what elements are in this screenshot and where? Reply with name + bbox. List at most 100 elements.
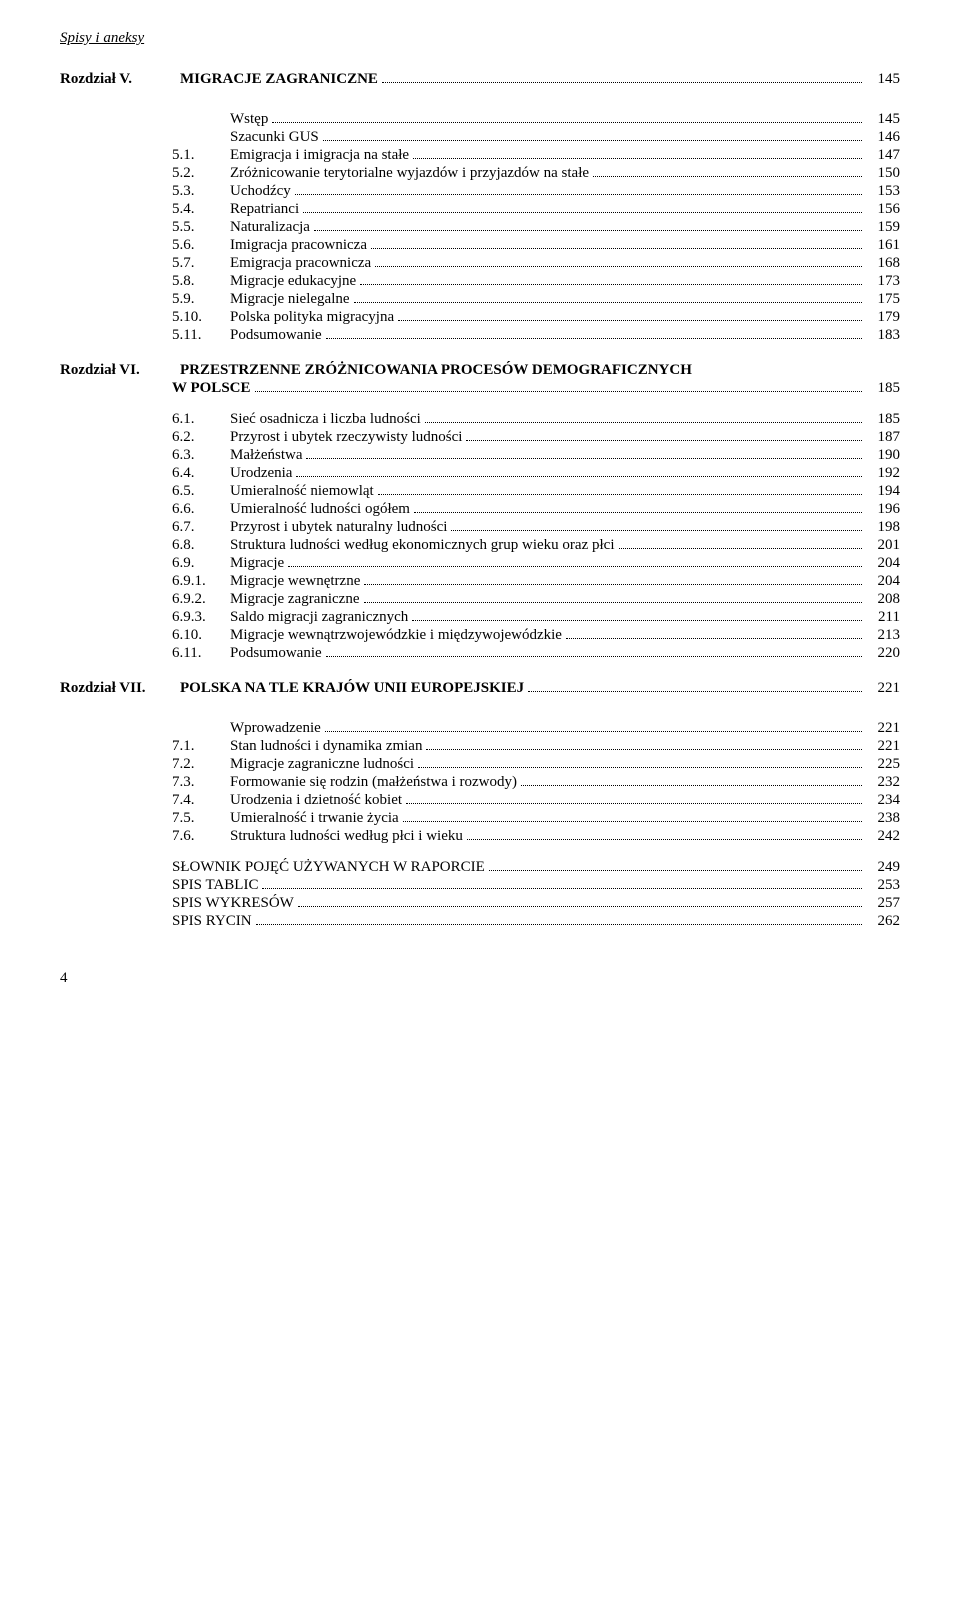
entry-text: Uchodźcy — [230, 183, 291, 200]
entry-page: 232 — [866, 774, 900, 791]
entry-text: Imigracja pracownicza — [230, 237, 367, 254]
entry-text: Małżeństwa — [230, 447, 302, 464]
entry-page: 198 — [866, 519, 900, 536]
leader-dots — [418, 767, 862, 768]
leader-dots — [414, 512, 862, 513]
chapter-7-page: 221 — [866, 680, 900, 697]
entry-text: Struktura ludności według płci i wieku — [230, 828, 463, 845]
toc-entry: 6.7.Przyrost i ubytek naturalny ludności… — [172, 519, 900, 536]
entry-page: 173 — [866, 273, 900, 290]
chapter-6-title-line1: PRZESTRZENNE ZRÓŻNICOWANIA PROCESÓW DEMO… — [180, 362, 692, 379]
toc-entry: 7.4.Urodzenia i dzietność kobiet234 — [172, 792, 900, 809]
leader-dots — [451, 530, 862, 531]
toc-entry: 5.2.Zróżnicowanie terytorialne wyjazdów … — [172, 165, 900, 182]
toc-entry: 7.5.Umieralność i trwanie życia238 — [172, 810, 900, 827]
entry-num: 6.3. — [172, 447, 230, 464]
chapter-5-label: Rozdział V. — [60, 71, 180, 88]
entry-text: Umieralność ludności ogółem — [230, 501, 410, 518]
entry-page: 187 — [866, 429, 900, 446]
entry-page: 253 — [866, 877, 900, 894]
entry-text: Migracje zagraniczne — [230, 591, 360, 608]
page-number: 4 — [60, 970, 900, 987]
toc-entry: 6.9.3.Saldo migracji zagranicznych 211 — [172, 609, 900, 626]
toc-entry: 5.8.Migracje edukacyjne173 — [172, 273, 900, 290]
entry-page: 156 — [866, 201, 900, 218]
entry-text: Saldo migracji zagranicznych — [230, 609, 408, 626]
entry-num: 7.2. — [172, 756, 230, 773]
leader-dots — [403, 821, 862, 822]
leader-dots — [255, 391, 863, 392]
chapter-7-title: POLSKA NA TLE KRAJÓW UNII EUROPEJSKIEJ — [180, 680, 524, 697]
entry-text: Migracje wewnętrzne — [230, 573, 360, 590]
entry-text: Przyrost i ubytek rzeczywisty ludności — [230, 429, 462, 446]
leader-dots — [425, 422, 862, 423]
leader-dots — [323, 140, 862, 141]
entry-text: Repatrianci — [230, 201, 299, 218]
leader-dots — [426, 749, 862, 750]
leader-dots — [364, 602, 863, 603]
chapter-5-title: MIGRACJE ZAGRANICZNE — [180, 71, 378, 88]
entry-num: 6.9.3. — [172, 609, 230, 626]
entry-num: 6.2. — [172, 429, 230, 446]
entry-num: 7.1. — [172, 738, 230, 755]
entry-page: 221 — [866, 720, 900, 737]
leader-dots — [325, 731, 862, 732]
entry-text: Umieralność i trwanie życia — [230, 810, 399, 827]
toc-entry: 7.3.Formowanie się rodzin (małżeństwa i … — [172, 774, 900, 791]
chapter-7-heading: Rozdział VII. POLSKA NA TLE KRAJÓW UNII … — [60, 680, 900, 697]
entry-num: 6.7. — [172, 519, 230, 536]
entry-num: 6.9.2. — [172, 591, 230, 608]
toc-entry: 6.10.Migracje wewnątrzwojewódzkie i międ… — [172, 627, 900, 644]
leader-dots — [566, 638, 862, 639]
entry-text: Emigracja i imigracja na stałe — [230, 147, 409, 164]
entry-page: 211 — [866, 609, 900, 626]
entry-text: Zróżnicowanie terytorialne wyjazdów i pr… — [230, 165, 589, 182]
toc-entry: SPIS WYKRESÓW257 — [172, 895, 900, 912]
entry-page: 153 — [866, 183, 900, 200]
entry-num: 5.6. — [172, 237, 230, 254]
entry-num: 5.7. — [172, 255, 230, 272]
leader-dots — [467, 839, 862, 840]
entry-text: Polska polityka migracyjna — [230, 309, 394, 326]
backmatter: SŁOWNIK POJĘĆ UŻYWANYCH W RAPORCIE249 SP… — [172, 859, 900, 930]
entry-page: 147 — [866, 147, 900, 164]
toc-entry: 6.3.Małżeństwa 190 — [172, 447, 900, 464]
entry-page: 168 — [866, 255, 900, 272]
leader-dots — [288, 566, 862, 567]
leader-dots — [593, 176, 862, 177]
entry-page: 145 — [866, 111, 900, 128]
leader-dots — [296, 476, 862, 477]
toc-entry: 6.2.Przyrost i ubytek rzeczywisty ludnoś… — [172, 429, 900, 446]
toc-entry: 5.1.Emigracja i imigracja na stałe147 — [172, 147, 900, 164]
chapter-5-heading: Rozdział V. MIGRACJE ZAGRANICZNE 145 — [60, 71, 900, 88]
toc-entry: 7.1.Stan ludności i dynamika zmian221 — [172, 738, 900, 755]
toc-entry: SPIS RYCIN262 — [172, 913, 900, 930]
leader-dots — [326, 338, 862, 339]
entry-num: 6.4. — [172, 465, 230, 482]
entry-page: 190 — [866, 447, 900, 464]
running-header: Spisy i aneksy — [60, 30, 900, 47]
leader-dots — [326, 656, 862, 657]
entry-text: Urodzenia — [230, 465, 292, 482]
leader-dots — [466, 440, 862, 441]
toc-entry: 5.9.Migracje nielegalne175 — [172, 291, 900, 308]
leader-dots — [314, 230, 862, 231]
toc-entry: 5.10.Polska polityka migracyjna179 — [172, 309, 900, 326]
entry-text: Migracje wewnątrzwojewódzkie i międzywoj… — [230, 627, 562, 644]
toc-entry: 5.11.Podsumowanie183 — [172, 327, 900, 344]
entry-text: SPIS WYKRESÓW — [172, 895, 294, 912]
entry-page: 262 — [866, 913, 900, 930]
entry-text: Wprowadzenie — [230, 720, 321, 737]
entry-num: 6.10. — [172, 627, 230, 644]
entry-page: 225 — [866, 756, 900, 773]
entry-num: 5.9. — [172, 291, 230, 308]
entry-page: 194 — [866, 483, 900, 500]
entry-num: 7.5. — [172, 810, 230, 827]
entry-page: 196 — [866, 501, 900, 518]
leader-dots — [360, 284, 862, 285]
toc-entry: 7.2.Migracje zagraniczne ludności225 — [172, 756, 900, 773]
entry-num: 5.11. — [172, 327, 230, 344]
entry-num: 5.5. — [172, 219, 230, 236]
entry-text: Urodzenia i dzietność kobiet — [230, 792, 402, 809]
chapter-7-label: Rozdział VII. — [60, 680, 180, 697]
